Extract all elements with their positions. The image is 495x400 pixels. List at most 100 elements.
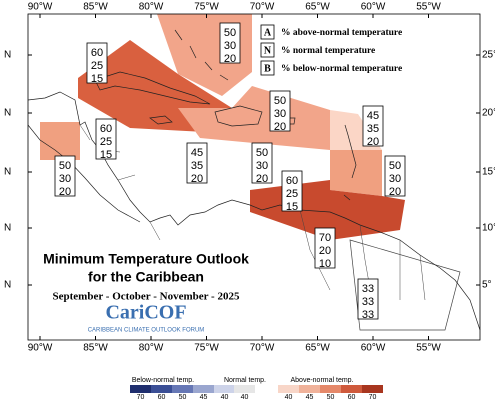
colorbar-tick: 70: [369, 394, 377, 400]
probability-above: 50: [389, 160, 401, 172]
lat-suffix: N: [4, 167, 11, 178]
region-guianas: [349, 239, 461, 331]
probability-above: 50: [274, 95, 286, 107]
box-frame: [86, 42, 108, 84]
legend-text: % normal temperature: [281, 46, 375, 56]
bahamas-islands: [174, 29, 229, 81]
colorbar-swatch: [193, 385, 214, 393]
box-frame: [54, 155, 76, 197]
probability-above: 33: [362, 283, 374, 295]
colorbar: Below-normal temp. Normal temp. Above-norm…: [130, 377, 383, 400]
probability-boxes: 5030206025156025155030204535204535205030…: [54, 22, 406, 321]
colorbar-tick: 40: [221, 394, 229, 400]
lon-label-top: 70°W: [250, 2, 275, 13]
lon-label-bottom: 60°W: [361, 343, 386, 354]
box-frame: [95, 118, 117, 160]
colorbar-swatch: [362, 385, 383, 393]
probability-normal: 35: [367, 123, 379, 135]
lat-suffix: N: [4, 108, 11, 119]
cuba: [94, 71, 211, 105]
lon-label-bottom: 80°W: [139, 343, 164, 354]
probability-below: 33: [362, 309, 374, 321]
lon-label-bottom: 85°W: [83, 343, 108, 354]
probability-normal: 30: [59, 173, 71, 185]
probability-normal: 30: [389, 173, 401, 185]
legend-text: % above-normal temperature: [281, 28, 402, 38]
probability-above: 50: [224, 27, 236, 39]
colorbar-swatch: [278, 385, 299, 393]
lon-label-bottom: 75°W: [194, 343, 219, 354]
box-frame: [219, 22, 241, 64]
colorbar-swatch: [130, 385, 151, 393]
probability-below: 20: [256, 173, 268, 185]
probability-normal: 30: [224, 40, 236, 52]
colorbar-swatch: [172, 385, 193, 393]
title-season: September - October - November - 2025: [53, 291, 240, 303]
box-frame: [362, 105, 384, 147]
probability-normal: 35: [191, 160, 203, 172]
colorbar-below-label: Below-normal temp.: [132, 377, 194, 384]
regions: [40, 14, 461, 331]
probability-normal: 30: [256, 160, 268, 172]
legend-text: % below-normal temperature: [281, 64, 402, 74]
logo-name: CariCOF: [105, 302, 186, 324]
lesser-antilles: [343, 124, 357, 201]
pacific-coast: [27, 124, 141, 223]
region-belize: [40, 122, 80, 160]
probability-below: 15: [100, 149, 112, 161]
hispaniola: [214, 105, 263, 127]
box-frame: [357, 278, 379, 320]
colorbar-swatch: [151, 385, 172, 393]
legend-key-box: [260, 60, 275, 76]
lon-label-bottom: 90°W: [28, 343, 53, 354]
region-windward: [330, 150, 382, 196]
colorbar-tick: 70: [137, 394, 145, 400]
lon-label-top: 80°W: [139, 2, 164, 13]
colorbar-tick: 40: [285, 394, 293, 400]
probability-normal: 25: [100, 136, 112, 148]
probability-above: 45: [367, 110, 379, 122]
colorbar-swatch: [299, 385, 320, 393]
colorbar-swatch: [320, 385, 341, 393]
box-frame: [186, 142, 208, 184]
lon-label-top: 65°W: [305, 2, 330, 13]
probability-normal: 20: [319, 245, 331, 257]
legend-key-box: [260, 42, 275, 58]
legend-key: B: [264, 63, 271, 74]
legend-key: A: [264, 27, 272, 38]
legend: A % above-normal temperature N % normal tem…: [258, 22, 418, 78]
colorbar-tick: 60: [348, 394, 356, 400]
graticule-labels: 90°W 90°W 85°W 85°W 80°W 80°W 75°W 75°W 70°W 70°W…: [4, 2, 495, 354]
probability-above: 50: [256, 147, 268, 159]
legend-key-box: [260, 24, 275, 40]
probability-normal: 33: [362, 296, 374, 308]
probability-below: 15: [91, 73, 103, 85]
lat-suffix: N: [4, 280, 11, 291]
lat-suffix: N: [4, 50, 11, 61]
jamaica: [149, 115, 173, 125]
colorbar-swatch: [234, 385, 255, 393]
probability-below: 20: [389, 186, 401, 198]
lon-label-top: 55°W: [416, 2, 441, 13]
lat-label: 25°: [482, 50, 495, 61]
probability-normal: 25: [286, 188, 298, 200]
mainland-coast: [27, 91, 481, 331]
probability-below: 20: [224, 53, 236, 65]
probability-below: 20: [367, 136, 379, 148]
probability-above: 70: [319, 232, 331, 244]
lat-label: 5°: [482, 280, 492, 291]
probability-above: 50: [59, 160, 71, 172]
lon-label-bottom: 55°W: [416, 343, 441, 354]
lon-label-top: 85°W: [83, 2, 108, 13]
colorbar-tick: 50: [327, 394, 335, 400]
